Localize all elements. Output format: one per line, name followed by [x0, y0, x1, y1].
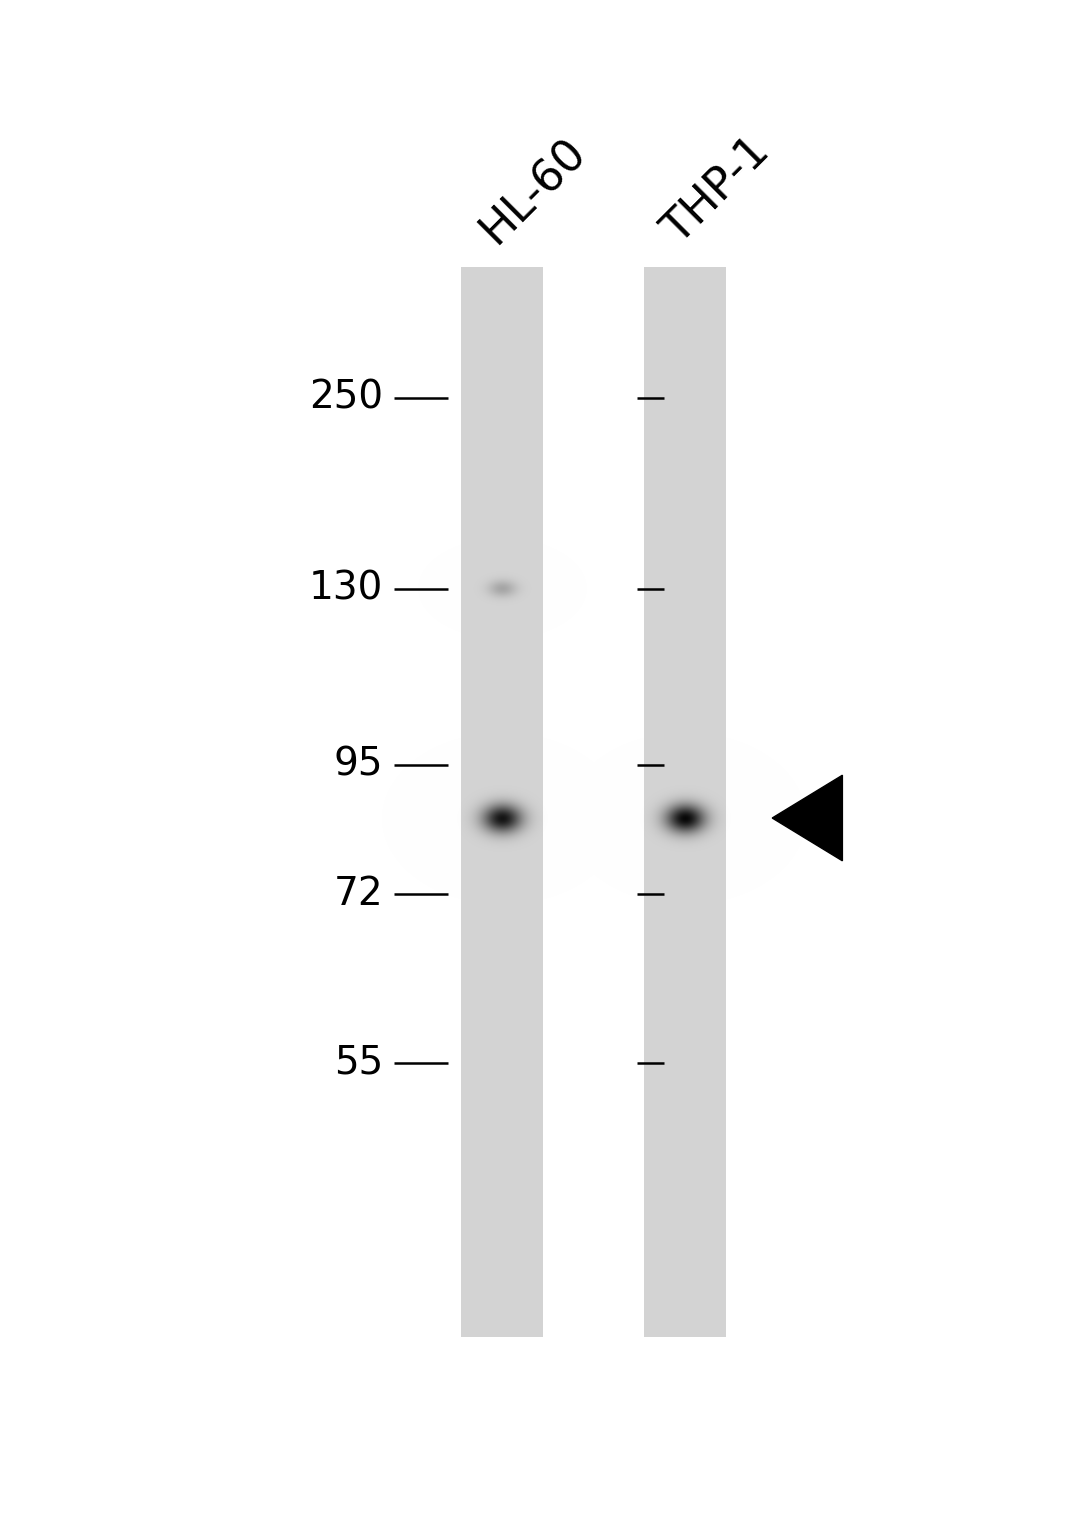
Text: THP-1: THP-1	[656, 130, 779, 252]
Text: 72: 72	[334, 876, 383, 913]
Text: 55: 55	[334, 1044, 383, 1081]
Polygon shape	[772, 775, 842, 861]
Text: 130: 130	[309, 570, 383, 607]
Text: 95: 95	[334, 746, 383, 783]
Text: 250: 250	[309, 379, 383, 416]
Text: HL-60: HL-60	[472, 130, 594, 252]
